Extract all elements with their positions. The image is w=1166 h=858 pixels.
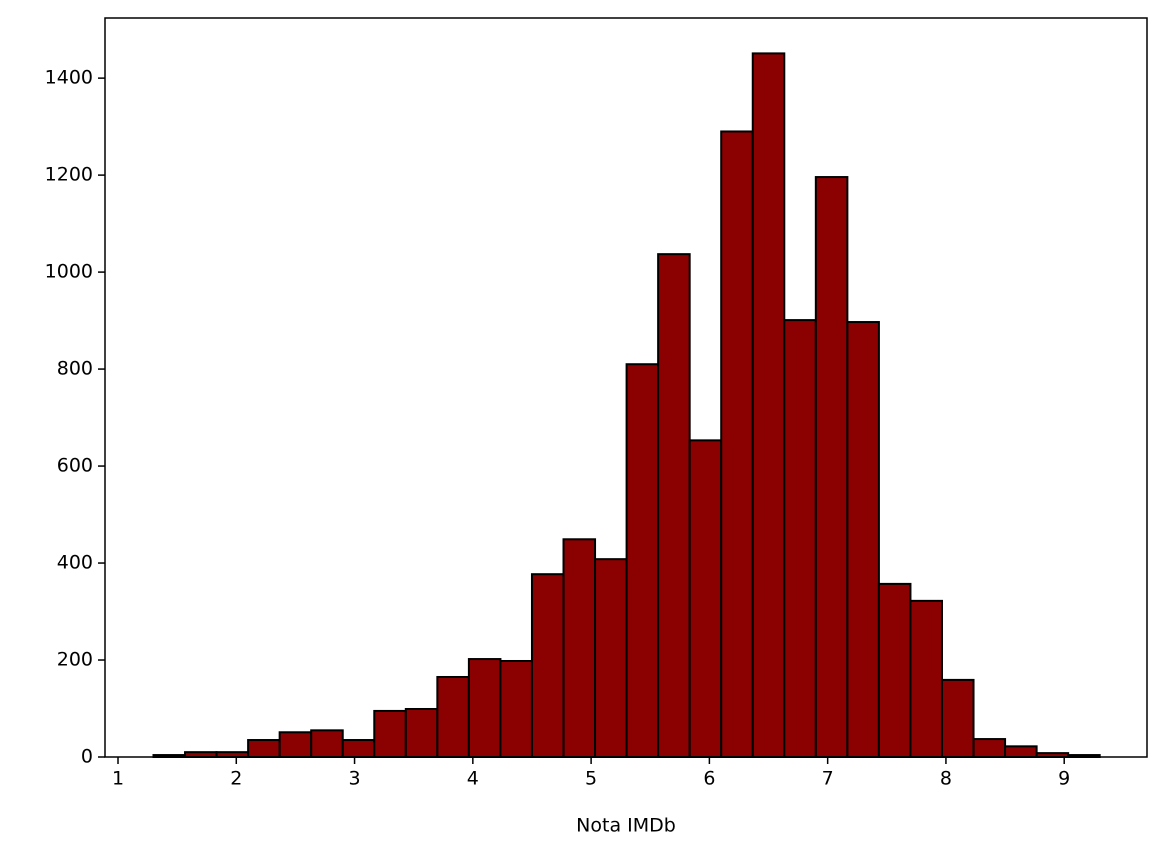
bar — [877, 582, 912, 759]
bar — [467, 658, 502, 759]
bar — [814, 176, 849, 758]
x-tick-label: 2 — [230, 768, 242, 790]
x-tick-label: 8 — [940, 768, 952, 790]
bar — [783, 319, 817, 758]
y-tick-label: 200 — [57, 649, 93, 671]
y-tick-label: 1200 — [45, 164, 93, 186]
x-tick-label: 5 — [585, 768, 597, 790]
bar — [846, 321, 880, 758]
bar — [720, 130, 754, 758]
bar — [341, 739, 376, 758]
x-axis-label: Nota IMDb — [576, 815, 676, 837]
bar — [657, 253, 691, 758]
bar — [436, 675, 470, 759]
bar — [278, 731, 313, 759]
plot-frame — [104, 17, 1148, 758]
bar — [625, 363, 660, 758]
bar — [909, 599, 943, 758]
bar — [1004, 745, 1038, 759]
y-tick-label: 400 — [57, 552, 93, 574]
x-tick-label: 7 — [822, 768, 834, 790]
x-tick-label: 4 — [467, 768, 479, 790]
bar — [940, 678, 975, 758]
y-tick-label: 600 — [57, 455, 93, 477]
bar — [751, 52, 786, 758]
x-tick-label: 9 — [1058, 768, 1070, 790]
bar — [310, 729, 344, 759]
x-tick-label: 3 — [349, 768, 361, 790]
bar — [247, 739, 281, 758]
bar — [373, 709, 407, 758]
y-tick-label: 0 — [81, 746, 93, 768]
bar — [404, 707, 439, 758]
y-tick-label: 800 — [57, 358, 93, 380]
bar — [688, 439, 723, 758]
y-tick-label: 1000 — [45, 261, 93, 283]
bar — [594, 558, 628, 758]
bar — [562, 538, 597, 758]
bar — [499, 659, 533, 758]
bar — [972, 738, 1007, 759]
bar — [530, 573, 565, 758]
x-tick-label: 6 — [703, 768, 715, 790]
y-tick-label: 1400 — [45, 67, 93, 89]
x-tick-label: 1 — [112, 768, 124, 790]
